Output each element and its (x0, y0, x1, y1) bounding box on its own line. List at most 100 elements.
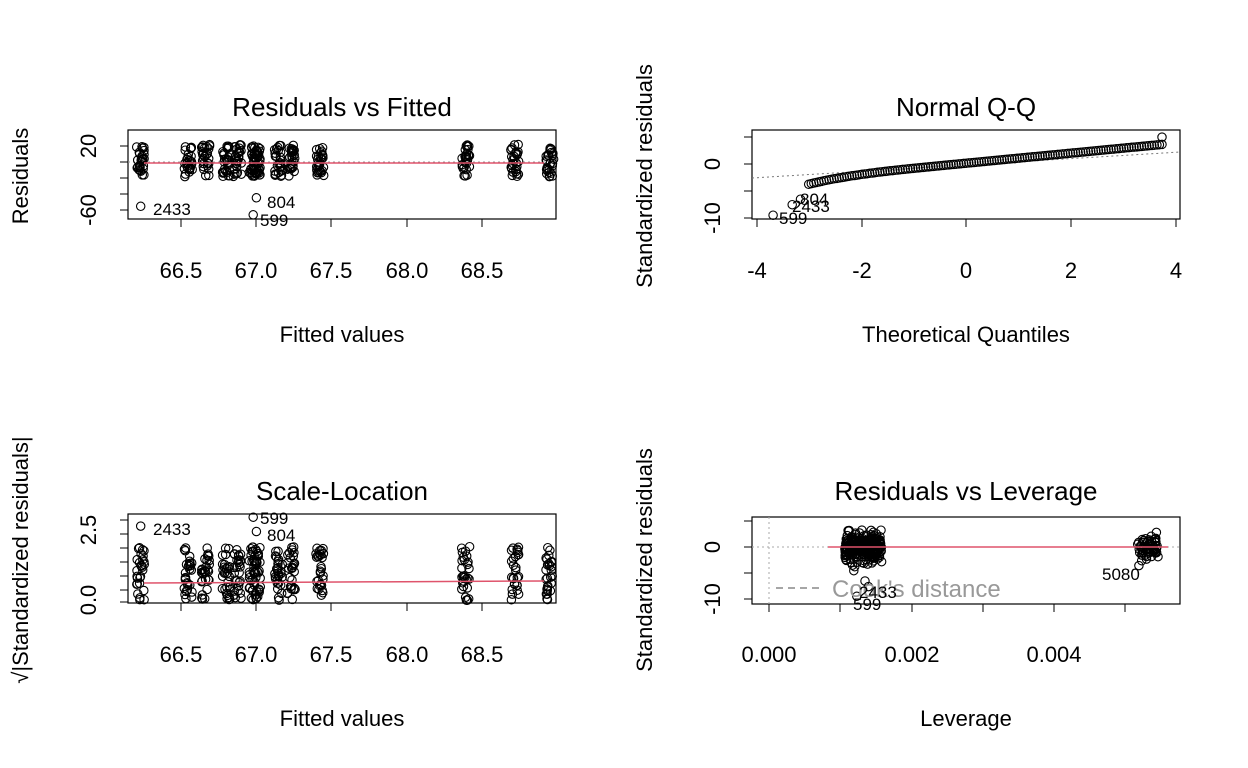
p1-point (236, 140, 246, 150)
p4-title: Residuals vs Leverage (834, 476, 1097, 506)
p1-point (186, 142, 197, 153)
p4-point (847, 560, 858, 570)
p3-outlier-point (248, 512, 258, 522)
p2-xtick: -4 (747, 258, 767, 283)
p1-point (270, 166, 280, 176)
p3-point (249, 568, 260, 578)
p1-point (271, 144, 282, 154)
p3-point (134, 578, 145, 589)
p2-yaxis: -10 0 (700, 136, 752, 234)
p2-xlabel: Theoretical Quantiles (862, 322, 1070, 347)
p2-label-599: 599 (779, 209, 807, 228)
p2-point (1068, 148, 1078, 158)
p1-point (199, 151, 210, 162)
p3-point (235, 588, 246, 598)
p2-point (964, 158, 974, 168)
p1-point (270, 170, 281, 180)
p4-point (843, 526, 854, 536)
p1-point (218, 171, 228, 182)
p1-yaxis: -60 20 (76, 134, 128, 226)
p4-point (1141, 554, 1152, 564)
p3-point (248, 585, 258, 596)
p4-legend-text: Cook's distance (832, 576, 1001, 603)
p3-point (136, 561, 147, 571)
p3-point (513, 542, 524, 553)
p1-point (287, 151, 297, 161)
p3-point (464, 563, 474, 574)
p1-point (136, 166, 146, 177)
p3-point (273, 556, 283, 567)
p1-point (248, 161, 259, 171)
p2-point (1007, 154, 1017, 164)
p3-outlier-point (251, 526, 262, 537)
p1-outlier-point (251, 193, 262, 203)
p3-xtick: 68.5 (461, 642, 504, 667)
p4-label-2433: 2433 (859, 583, 897, 602)
p3-title: Scale-Location (256, 476, 428, 506)
p2-title: Normal Q-Q (896, 92, 1036, 122)
p2-xtick: -2 (852, 258, 872, 283)
p1-point (219, 150, 229, 160)
p2-ytick: 0 (700, 158, 725, 170)
p4-point (841, 554, 851, 565)
p2-point (1157, 139, 1167, 150)
p3-point (462, 573, 473, 583)
p3-point (271, 552, 282, 562)
p3-point (137, 545, 148, 555)
p2-ytick: -10 (700, 202, 725, 234)
p2-point (1088, 146, 1099, 156)
p3-point (184, 556, 195, 567)
p4-plot-box (751, 516, 1181, 605)
p3-point (220, 567, 230, 578)
p3-point (311, 549, 321, 559)
p1-label-804: 804 (267, 193, 295, 212)
p2-outlier-point (795, 194, 806, 204)
p1-ylabel: Residuals (8, 128, 33, 225)
p3-point (283, 563, 294, 573)
p3-point (219, 562, 230, 572)
p4-point (865, 534, 876, 544)
p3-point (282, 588, 293, 598)
p3-point (318, 543, 328, 554)
p3-point (197, 590, 208, 600)
p2-point (1045, 150, 1055, 160)
p1-xtick: 66.5 (160, 258, 203, 283)
p4-point (857, 540, 867, 551)
p1-point (318, 170, 329, 181)
p3-point (542, 594, 552, 604)
p3-point (139, 594, 149, 605)
p3-point (316, 590, 327, 600)
p4-point (875, 535, 885, 545)
p1-ytick: 20 (76, 134, 101, 158)
p1-point (285, 152, 295, 163)
p1-point (284, 171, 294, 181)
p4-point (861, 554, 871, 565)
p3-point (133, 543, 144, 554)
p3-point (512, 585, 522, 596)
p4-label-5080: 5080 (1102, 565, 1140, 584)
p3-point (233, 551, 244, 561)
p2-point (1080, 146, 1091, 157)
p2-point (1144, 140, 1154, 151)
panel-residuals-vs-leverage: Residuals vs Leverage Leverage Standardi… (632, 448, 1181, 731)
p1-point (197, 142, 208, 152)
p1-point (464, 141, 474, 151)
p2-point (946, 159, 956, 170)
p3-point (463, 594, 474, 604)
p1-point (312, 165, 322, 175)
p2-point (941, 160, 951, 170)
p3-point (289, 583, 300, 594)
p3-point (229, 568, 240, 579)
p3-point (270, 551, 281, 561)
p3-point (254, 587, 264, 597)
p3-point (138, 555, 148, 565)
p2-xtick: 4 (1170, 258, 1182, 283)
p3-point (184, 551, 195, 562)
p2-point (915, 162, 926, 173)
p3-point (318, 574, 328, 584)
p1-point (317, 146, 327, 157)
p3-point (248, 547, 258, 557)
p4-point (1137, 545, 1148, 556)
p3-point (179, 544, 190, 555)
p1-point (288, 147, 298, 157)
